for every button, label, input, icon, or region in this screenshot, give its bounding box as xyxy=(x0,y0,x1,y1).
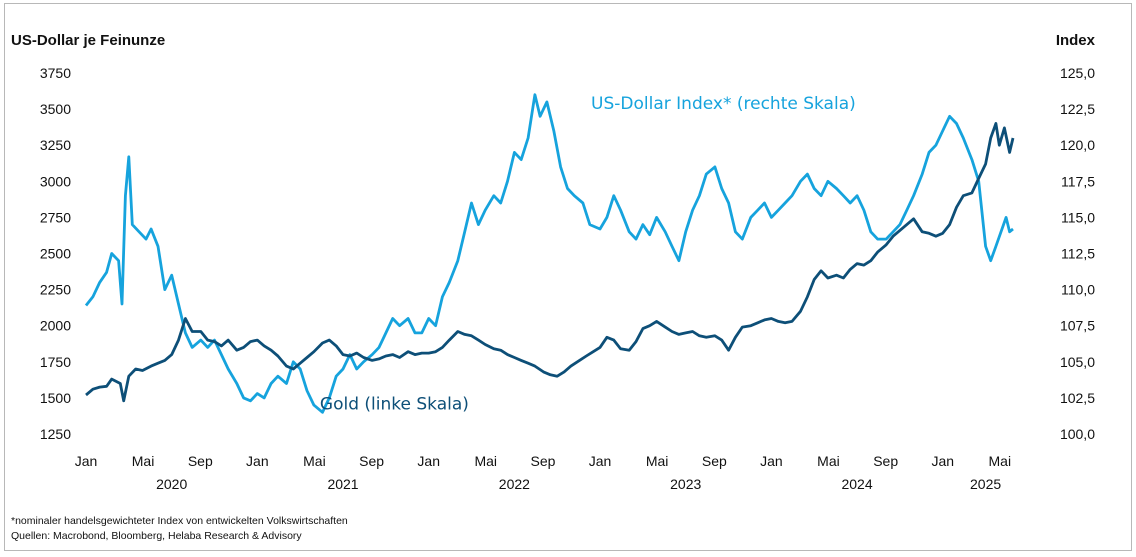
x-tick-label: Sep xyxy=(873,453,898,469)
year-label: 2022 xyxy=(499,476,530,492)
left-tick-label: 3500 xyxy=(40,101,71,117)
footnote-sources: Quellen: Macrobond, Bloomberg, Helaba Re… xyxy=(11,530,302,542)
x-tick-label: Mai xyxy=(132,453,155,469)
x-tick-label: Jan xyxy=(760,453,783,469)
x-tick-label: Jan xyxy=(417,453,440,469)
year-label: 2023 xyxy=(670,476,701,492)
left-tick-label: 2250 xyxy=(40,282,71,298)
right-tick-label: 102,5 xyxy=(1060,390,1095,406)
x-tick-label: Mai xyxy=(646,453,669,469)
left-tick-label: 3000 xyxy=(40,173,71,189)
x-tick-label: Mai xyxy=(989,453,1012,469)
x-tick-label: Mai xyxy=(474,453,497,469)
series-layer xyxy=(84,93,1015,414)
left-tick-label: 2500 xyxy=(40,246,71,262)
right-tick-label: 120,0 xyxy=(1060,137,1095,153)
right-tick-label: 110,0 xyxy=(1061,282,1095,298)
left-tick-label: 3250 xyxy=(40,137,71,153)
right-tick-label: 107,5 xyxy=(1060,318,1095,334)
series-annotations: US-Dollar Index* (rechte Skala) Gold (lin… xyxy=(320,94,856,414)
left-tick-label: 3750 xyxy=(40,65,71,81)
right-tick-label: 112,5 xyxy=(1061,246,1095,262)
x-tick-label: Sep xyxy=(188,453,213,469)
x-tick-label: Jan xyxy=(246,453,269,469)
x-tick-label: Sep xyxy=(702,453,727,469)
x-axis-year-labels: 2020 2021 2022 2023 2024 2025 xyxy=(156,476,1001,492)
x-tick-label: Jan xyxy=(931,453,954,469)
right-tick-label: 122,5 xyxy=(1060,101,1095,117)
year-label: 2024 xyxy=(841,476,872,492)
left-tick-label: 1250 xyxy=(40,426,71,442)
x-tick-label: Sep xyxy=(531,453,556,469)
footnote-definition: *nominaler handelsgewichteter Index von … xyxy=(11,515,348,527)
left-axis-title: US-Dollar je Feinunze xyxy=(11,32,165,49)
x-tick-label: Mai xyxy=(303,453,326,469)
x-axis-ticks: Jan Mai Sep Jan Mai Sep Jan Mai Sep Jan Mai Sep Jan M… xyxy=(75,453,1011,469)
right-axis-title: Index xyxy=(1056,32,1096,49)
x-tick-label: Jan xyxy=(589,453,612,469)
usd-index-series-line xyxy=(84,93,1014,414)
right-axis-ticks: 100,0 102,5 105,0 107,5 110,0 112,5 115,0 117,5… xyxy=(1060,65,1095,442)
year-label: 2025 xyxy=(970,476,1001,492)
x-tick-label: Jan xyxy=(75,453,98,469)
right-tick-label: 117,5 xyxy=(1061,173,1095,189)
left-tick-label: 2000 xyxy=(40,318,71,334)
chart-frame: US-Dollar je Feinunze Index 1250 1500 1750… xyxy=(4,3,1132,551)
year-label: 2021 xyxy=(327,476,358,492)
x-tick-label: Sep xyxy=(359,453,384,469)
year-label: 2020 xyxy=(156,476,187,492)
gold-series-label: Gold (linke Skala) xyxy=(320,394,469,414)
left-tick-label: 2750 xyxy=(40,209,71,225)
gold-series-line xyxy=(85,122,1015,403)
right-tick-label: 125,0 xyxy=(1060,65,1095,81)
right-tick-label: 115,0 xyxy=(1061,209,1095,225)
left-tick-label: 1750 xyxy=(40,354,71,370)
left-axis-ticks: 1250 1500 1750 2000 2250 2500 2750 3000 3250 3500… xyxy=(40,65,71,442)
right-tick-label: 100,0 xyxy=(1060,426,1095,442)
x-tick-label: Mai xyxy=(817,453,840,469)
right-tick-label: 105,0 xyxy=(1060,354,1095,370)
line-chart: US-Dollar je Feinunze Index 1250 1500 1750… xyxy=(11,32,1096,542)
left-tick-label: 1500 xyxy=(40,390,71,406)
usd-index-series-label: US-Dollar Index* (rechte Skala) xyxy=(591,94,856,114)
